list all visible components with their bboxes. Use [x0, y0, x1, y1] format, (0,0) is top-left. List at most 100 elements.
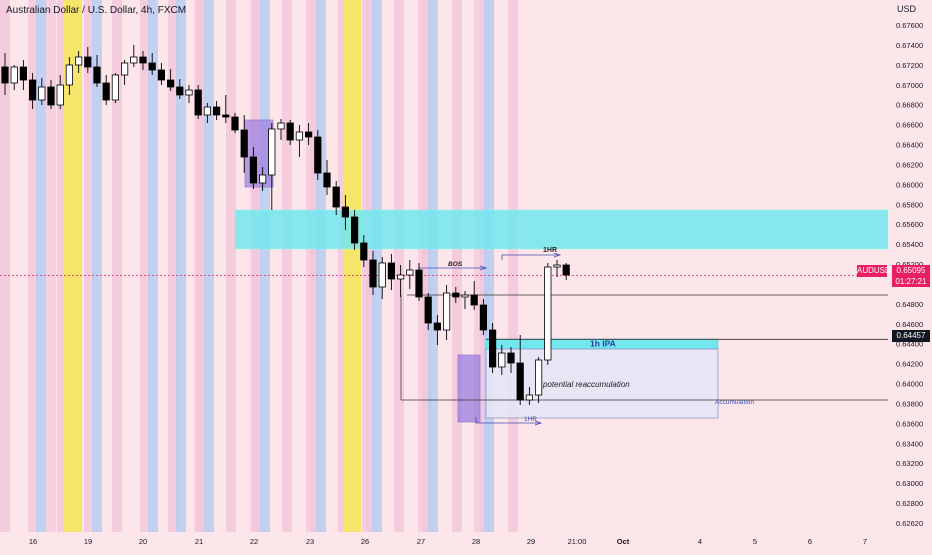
candle-body-bear [1, 66, 9, 84]
onehr-bottom-label: 1HR [524, 416, 537, 423]
candle [406, 260, 414, 289]
bar-countdown: 01:27:21 [895, 277, 927, 286]
y-tick-label: 0.63600 [896, 419, 923, 428]
candle [378, 257, 386, 299]
x-tick-label: 19 [84, 537, 92, 546]
y-tick-label: 0.66200 [896, 160, 923, 169]
candle [277, 119, 285, 140]
candle-body-bear [350, 216, 359, 244]
candle-body-bull [65, 64, 73, 86]
x-tick-label: 28 [472, 537, 480, 546]
session-band-pink [194, 0, 204, 532]
session-band-pink [57, 0, 67, 532]
onehr-bottom-arrow [534, 420, 543, 426]
candle-body-bear [507, 352, 515, 364]
session-band-yellow [343, 0, 361, 532]
candle [544, 263, 552, 365]
candle [479, 299, 488, 335]
candle [47, 80, 55, 109]
candle [185, 85, 193, 103]
candle [130, 45, 138, 67]
candle-body-bear [360, 242, 368, 261]
y-tick-label: 0.67400 [896, 41, 923, 50]
candle [323, 160, 331, 195]
accumulation-label: Accumulation [715, 399, 754, 406]
y-tick-label: 0.64400 [896, 340, 923, 349]
candle-body-bull [185, 89, 193, 96]
x-tick-label: 21 [195, 537, 203, 546]
candle-body-bull [498, 352, 506, 368]
x-tick-label: Oct [617, 537, 630, 546]
onehr-bottom-line [475, 417, 540, 424]
session-band-yellow [64, 0, 82, 532]
candle [442, 285, 451, 340]
candle [452, 287, 460, 303]
candle [461, 291, 469, 309]
y-tick-label: 0.64600 [896, 320, 923, 329]
x-tick-label: 4 [698, 537, 702, 546]
symbol-badge: AUDUSD [857, 265, 891, 277]
candle [415, 263, 423, 301]
level-badge: 0.64457 [892, 330, 930, 342]
y-tick-label: 0.65800 [896, 200, 923, 209]
candle-body-bear [93, 66, 101, 84]
y-tick-label: 0.63400 [896, 439, 923, 448]
candle-body-bear [194, 89, 202, 116]
y-tick-label: 0.62800 [896, 499, 923, 508]
candle-body-bull [130, 56, 138, 64]
candle-body-bear [148, 62, 156, 71]
candle-body-bear [249, 156, 257, 184]
y-tick-label: 0.67000 [896, 81, 923, 90]
candle [396, 265, 405, 297]
candle [553, 260, 561, 277]
y-tick-label: 0.66600 [896, 121, 923, 130]
x-tick-label: 5 [753, 537, 757, 546]
candle [488, 323, 497, 373]
candle [314, 130, 322, 180]
accumulation-box [457, 354, 481, 423]
x-tick-label: 27 [417, 537, 425, 546]
candle-body-bull [277, 122, 285, 130]
candle-body-bear [47, 86, 55, 106]
candle [240, 115, 248, 173]
candle [258, 167, 267, 191]
candle-body-bear [479, 304, 488, 331]
candle [360, 235, 368, 267]
candle [498, 345, 506, 375]
candle [148, 53, 156, 75]
session-band-pink [362, 0, 372, 532]
candle-body-bear [176, 86, 184, 96]
candle [350, 210, 359, 250]
candle [433, 315, 442, 345]
candle-body-bear [332, 186, 340, 208]
candle-body-bear [212, 106, 221, 116]
candle-body-bear [415, 269, 423, 298]
candle [562, 263, 570, 280]
reaccumulation-label: potential reaccumulation [542, 380, 630, 389]
candle [75, 51, 83, 73]
price-badge: 0.65095 01:27:21 [892, 265, 930, 287]
candle-body-bear [323, 172, 331, 188]
session-band-blue [176, 0, 186, 532]
candle [516, 335, 524, 405]
candle-body-bear [222, 114, 230, 118]
y-tick-label: 0.66000 [896, 180, 923, 189]
candle [1, 53, 9, 95]
session-bands [0, 0, 518, 532]
candle-body-bear [166, 79, 175, 88]
candle-body-bear [341, 206, 350, 218]
candles [1, 45, 570, 405]
candle-body-bull [442, 292, 451, 331]
session-band-pink [0, 0, 10, 532]
session-band-pink [250, 0, 260, 532]
candle [38, 78, 46, 105]
y-tick-label: 0.67200 [896, 61, 923, 70]
candle [212, 101, 221, 120]
annotation-lines [0, 252, 888, 426]
candle [387, 254, 396, 290]
candle-body-bull [295, 131, 304, 141]
candle [166, 69, 175, 91]
candle [10, 65, 18, 90]
candle-body-bear [240, 129, 248, 158]
